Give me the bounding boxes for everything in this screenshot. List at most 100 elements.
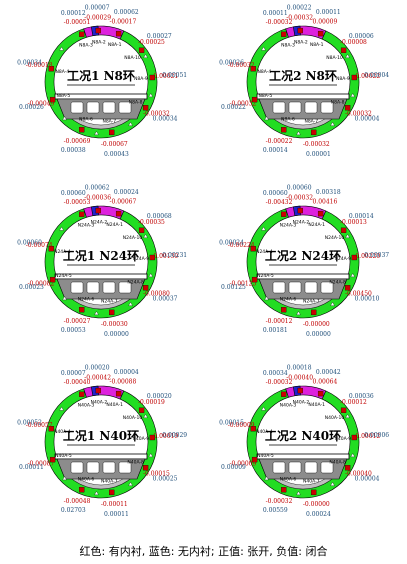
segment-marker: [62, 116, 67, 121]
duct-cell: [272, 461, 286, 474]
segment-marker: [350, 93, 356, 97]
blue-value-label: 0.00027: [147, 33, 172, 40]
blue-value-label: 0.00006: [364, 432, 389, 439]
joint-marker: [142, 105, 149, 111]
joint-label: N40A-8: [329, 460, 346, 466]
red-value-label: -0.00051: [64, 19, 91, 26]
segment-marker: [148, 453, 154, 457]
joint-label: N24A-4: [54, 249, 71, 255]
joint-marker: [344, 465, 351, 471]
blue-value-label: 0.00025: [153, 476, 178, 483]
blue-value-label: 0.00060: [263, 190, 288, 197]
segment-marker: [128, 301, 133, 306]
segment-marker: [345, 413, 350, 418]
red-value-label: -0.00032: [266, 379, 293, 386]
red-value-label: -0.00220: [353, 253, 380, 260]
joint-marker: [281, 211, 287, 217]
joint-label: N24A-2: [293, 220, 310, 226]
segment-marker: [62, 476, 67, 481]
segment-marker: [261, 406, 266, 411]
duct-cell: [118, 101, 132, 114]
red-value-label: -0.00224: [228, 242, 255, 249]
blue-value-label: 0.00026: [219, 59, 244, 66]
joint-label: N8A-8: [129, 100, 143, 106]
red-value-label: -0.00032: [303, 141, 330, 148]
blue-value-label: 0.00318: [316, 189, 341, 196]
red-value-label: -0.00009: [229, 460, 256, 467]
red-value-label: -0.00032: [143, 111, 170, 118]
joint-marker: [115, 390, 122, 397]
segment-marker: [264, 116, 269, 121]
joint-marker: [250, 66, 256, 72]
red-value-label: -0.00022: [353, 73, 380, 80]
joint-marker: [297, 387, 303, 394]
joint-label: N24A-7: [101, 299, 118, 305]
red-value-label: -0.00049: [27, 100, 54, 107]
joint-marker: [49, 96, 56, 103]
red-value-label: -0.00067: [101, 141, 128, 148]
blue-value-label: 0.00125: [221, 284, 246, 291]
joint-label: N40A-7: [101, 479, 118, 485]
segment-marker: [143, 53, 148, 58]
blue-value-label: 0.00000: [104, 331, 129, 338]
joint-label: N24A-10: [123, 235, 143, 241]
blue-value-label: 0.00011: [19, 464, 44, 471]
joint-marker: [297, 207, 303, 214]
duct-cell: [304, 281, 318, 294]
panel-title: 工况2 N24环: [265, 249, 341, 263]
joint-label: N40A-10: [325, 415, 345, 421]
blue-value-label: 0.00022: [287, 5, 312, 12]
blue-value-label: 0.00011: [263, 10, 288, 17]
joint-label: N24A-8: [329, 280, 346, 286]
joint-marker: [79, 31, 85, 37]
red-value-label: -0.00087: [27, 460, 54, 467]
joint-marker: [351, 74, 357, 81]
joint-label: N24A-10: [325, 235, 345, 241]
red-value-label: 0.00009: [312, 18, 337, 25]
blue-value-label: 0.00009: [221, 464, 246, 471]
joint-marker: [95, 27, 101, 34]
red-value-label: -0.00022: [266, 138, 293, 145]
duct-cell: [320, 101, 334, 114]
joint-marker: [317, 390, 324, 397]
joint-label: N8A-7: [102, 119, 116, 125]
joint-label: N8A-1: [108, 42, 122, 48]
blue-value-label: 0.00007: [61, 370, 86, 377]
red-value-label: -0.00032: [345, 111, 372, 118]
red-value-label: -0.00018: [26, 62, 53, 69]
duct-cell: [86, 461, 100, 474]
joint-label: N40A-8: [127, 460, 144, 466]
duct-cell: [86, 101, 100, 114]
blue-value-label: 0.00015: [219, 419, 244, 426]
segment-marker: [264, 296, 269, 301]
blue-value-label: 0.00037: [153, 296, 178, 303]
duct-cell: [70, 281, 84, 294]
red-value-label: -0.00040: [286, 375, 313, 382]
joint-marker: [251, 456, 258, 463]
blue-value-label: 0.00024: [306, 511, 331, 518]
joint-marker: [351, 434, 357, 441]
joint-marker: [281, 391, 287, 397]
blue-value-label: 0.00024: [114, 189, 139, 196]
duct-cell: [118, 461, 132, 474]
blue-value-label: 0.00004: [355, 476, 380, 483]
joint-marker: [317, 30, 324, 37]
joint-label: N40A-2: [91, 400, 108, 406]
joint-label: N8A-1: [310, 42, 324, 48]
segment-marker: [143, 233, 148, 238]
joint-marker: [95, 207, 101, 214]
blue-value-label: 0.00062: [114, 9, 139, 16]
joint-marker: [351, 254, 357, 261]
joint-marker: [79, 127, 85, 133]
red-value-label: -0.00035: [138, 219, 165, 226]
segment-marker: [296, 131, 301, 135]
joint-label: N8A-10: [326, 55, 343, 61]
ring-panel: N8A-3 -0.00051 0.00012 N8A-2 -0.00029 0.00007…: [17, 5, 187, 158]
joint-label: N40A-4: [54, 429, 71, 435]
segment-marker: [350, 273, 356, 277]
duct-cell: [272, 101, 286, 114]
blue-value-label: 0.00038: [61, 147, 86, 154]
joint-marker: [142, 465, 149, 471]
joint-label: N24A-1: [106, 222, 123, 228]
joint-label: N8A-5: [259, 93, 273, 99]
